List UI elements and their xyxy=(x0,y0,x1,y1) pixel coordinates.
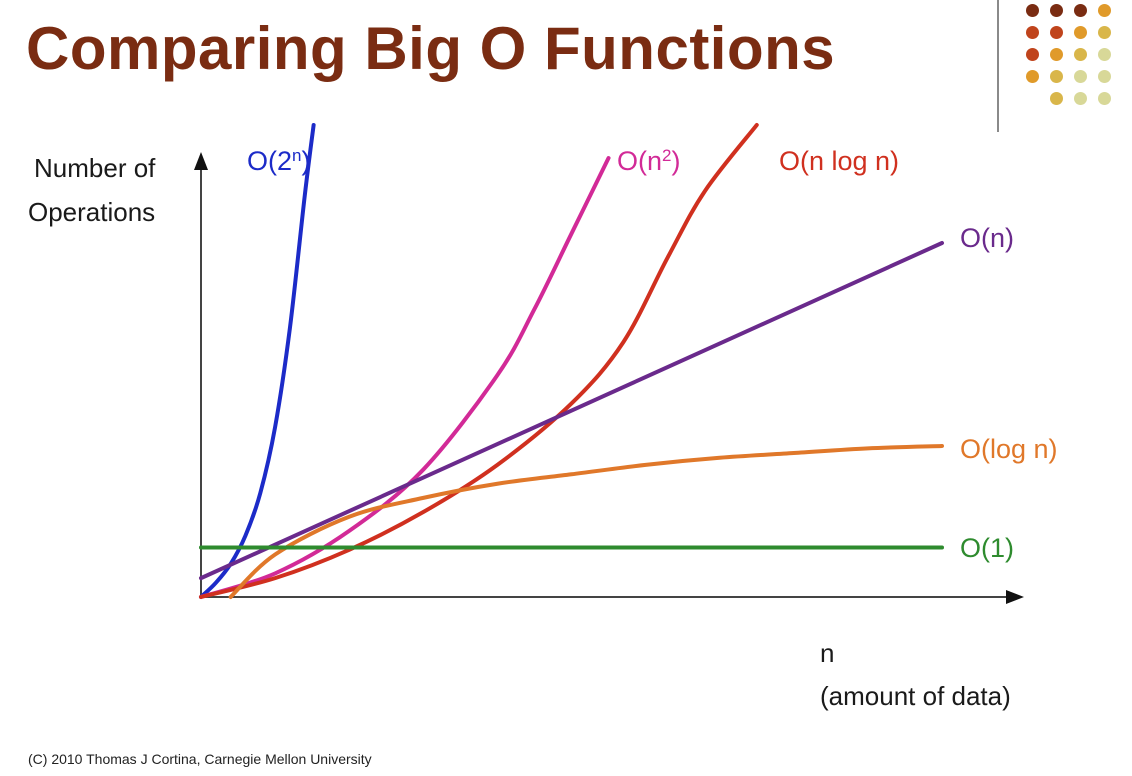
decorative-dot xyxy=(1050,92,1063,105)
decorative-dot xyxy=(1026,48,1039,61)
decorative-dot xyxy=(1074,26,1087,39)
series-line-o-log-n xyxy=(228,443,944,599)
decorative-dot xyxy=(1074,4,1087,17)
series-label-o-2: O(2n) xyxy=(247,146,310,177)
decorative-dot xyxy=(1098,4,1111,17)
x-axis-arrow-icon xyxy=(1006,590,1024,604)
series-layer xyxy=(199,123,944,599)
series-label-layer: O(2n) O(n2) O(n log n) O(n) O(log n) O(1) xyxy=(247,146,1058,564)
decorative-dot xyxy=(1098,92,1111,105)
copyright-footer: (C) 2010 Thomas J Cortina, Carnegie Mell… xyxy=(28,751,372,767)
series-line-o-n xyxy=(199,241,944,581)
series-line-o-2 xyxy=(199,123,316,599)
decorative-dot xyxy=(1050,4,1063,17)
series-label-o-log-n: O(log n) xyxy=(960,434,1058,464)
decorative-dot xyxy=(1026,26,1039,39)
decorative-dot xyxy=(1026,70,1039,83)
series-label-o-n-log-n: O(n log n) xyxy=(779,146,899,176)
y-axis-label-line-1: Number of xyxy=(34,153,156,183)
series-label-o-n: O(n2) xyxy=(617,146,680,177)
title-divider xyxy=(997,0,999,132)
series-label-o-n: O(n) xyxy=(960,223,1014,253)
series-line-o-n xyxy=(199,156,611,599)
decorative-dot xyxy=(1050,48,1063,61)
series-label-o-1: O(1) xyxy=(960,533,1014,563)
decorative-dot xyxy=(1098,70,1111,83)
x-axis-label-line-1: n xyxy=(820,638,834,668)
decorative-dot xyxy=(1074,92,1087,105)
slide-title: Comparing Big O Functions xyxy=(26,15,836,82)
decorative-dot-grid xyxy=(1020,0,1132,110)
decorative-dot xyxy=(1074,70,1087,83)
decorative-dot xyxy=(1098,48,1111,61)
x-axis-label-line-2: (amount of data) xyxy=(820,681,1011,711)
decorative-dot xyxy=(1098,26,1111,39)
y-axis-label-line-2: Operations xyxy=(28,197,155,227)
decorative-dot xyxy=(1050,70,1063,83)
decorative-dot xyxy=(1026,4,1039,17)
decorative-dot xyxy=(1074,48,1087,61)
y-axis-arrow-icon xyxy=(194,152,208,170)
series-line-o-n-log-n xyxy=(199,123,759,599)
decorative-dot xyxy=(1050,26,1063,39)
